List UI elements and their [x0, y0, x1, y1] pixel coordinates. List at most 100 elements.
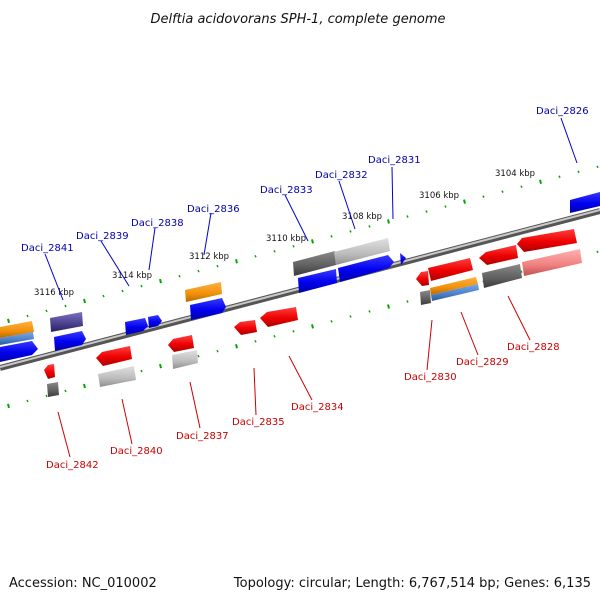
gene-label-daci-2826[interactable]: Daci_2826 [536, 106, 589, 117]
forward-strand-tick [558, 175, 561, 179]
forward-strand-tick [349, 230, 352, 233]
gene-label-daci-2840[interactable]: Daci_2840 [110, 446, 163, 457]
forward-strand-tick [235, 259, 238, 264]
gene-label-daci-2833[interactable]: Daci_2833 [260, 185, 313, 196]
kbp-marker-3106: 3106 kbp [419, 191, 459, 201]
orf-arrow-orange-left[interactable] [0, 321, 34, 338]
forward-strand-tick [577, 170, 580, 174]
forward-strand-tick [311, 239, 314, 244]
gene-arrow-daci-2841[interactable] [0, 341, 38, 362]
gene-arrow-daci-2836[interactable] [190, 298, 226, 320]
orf-arrow-light-gray-mid[interactable] [172, 350, 198, 369]
reverse-strand-tick [349, 315, 352, 318]
orf-arrow-orange-right[interactable] [430, 277, 478, 295]
reverse-strand-tick [140, 369, 143, 373]
orf-arrow-purple[interactable] [50, 312, 83, 332]
orf-arrow-light-gray[interactable] [334, 238, 390, 265]
gene-label-daci-2831[interactable]: Daci_2831 [368, 155, 421, 166]
orf-arrow-pink-right[interactable] [522, 249, 582, 276]
forward-strand-tick [254, 254, 257, 258]
orf-arrow-gray-small[interactable] [420, 290, 431, 305]
reverse-strand-tick [7, 403, 10, 409]
forward-strand-tick [102, 294, 105, 298]
reverse-strand-tick [64, 389, 67, 393]
gene-arrow-daci-2826[interactable] [570, 192, 600, 213]
gene-label-daci-2830[interactable]: Daci_2830 [404, 372, 457, 383]
gene-arrow-daci-2840[interactable] [96, 346, 132, 366]
orf-arrow-gray-right[interactable] [482, 264, 522, 288]
reverse-strand-tick [235, 344, 238, 349]
gene-arrow-daci-2831[interactable] [400, 253, 406, 265]
gene-label-daci-2836[interactable]: Daci_2836 [187, 204, 240, 215]
gene-arrow-daci-2830[interactable] [428, 258, 473, 281]
label-leaders [44, 117, 578, 458]
orf-arrow-gray-left[interactable] [47, 382, 59, 397]
orf-arrow-gray[interactable] [293, 251, 336, 276]
reverse-strand-tick [45, 394, 48, 398]
orf-arrow-steel-right[interactable] [431, 284, 479, 301]
orf-arrow-light-gray-left[interactable] [98, 366, 136, 387]
forward-strand-tick [216, 264, 219, 268]
forward-strand-tick [26, 314, 29, 318]
gene-arrow-daci-2837[interactable] [168, 335, 194, 352]
forward-strand-tick [501, 190, 504, 193]
gene-label-daci-2837[interactable]: Daci_2837 [176, 431, 229, 442]
gene-arrow-daci-2834[interactable] [260, 307, 298, 327]
forward-strand-tick [140, 284, 143, 288]
gene-arrow-daci-2839[interactable] [54, 331, 86, 351]
forward-strand-tick [64, 304, 67, 308]
forward-strand-ticks [7, 165, 599, 324]
forward-strand-tick [368, 225, 371, 228]
map-title: Delftia acidovorans SPH-1, complete geno… [150, 12, 445, 27]
kbp-marker-3116: 3116 kbp [34, 288, 74, 298]
gene-label-daci-2839[interactable]: Daci_2839 [76, 231, 129, 242]
reverse-strand-tick [197, 354, 200, 358]
gene-arrow-daci-2829[interactable] [479, 245, 518, 265]
reverse-strand-tick [330, 320, 333, 323]
forward-strand-tick [330, 235, 333, 238]
reverse-strand-tick [387, 304, 390, 309]
gene-arrow-daci-2838-head[interactable] [148, 315, 162, 328]
forward-strand-tick [444, 205, 447, 208]
forward-strand-tick [197, 269, 200, 273]
reverse-strand-tick [520, 270, 523, 274]
orf-arrow-steel-left[interactable] [0, 332, 34, 345]
forward-strand-tick [273, 249, 276, 253]
gene-labels: Daci_2826 Daci_2828 Daci_2829 Daci_2830 … [21, 106, 589, 471]
gene-label-daci-2828[interactable]: Daci_2828 [507, 342, 560, 353]
forward-strand-tick [406, 215, 409, 218]
forward-strand-tick [463, 199, 466, 204]
gene-label-daci-2834[interactable]: Daci_2834 [291, 402, 344, 413]
gene-label-daci-2841[interactable]: Daci_2841 [21, 243, 74, 254]
forward-strand-tick [83, 298, 86, 304]
forward-strand-tick [178, 274, 181, 278]
reverse-strand-tick [216, 349, 219, 353]
kbp-marker-3108: 3108 kbp [342, 212, 382, 222]
reverse-strand-tick [83, 383, 86, 389]
orf-arrow-orange-mid[interactable] [185, 282, 222, 302]
forward-strand-tick [292, 244, 295, 248]
gene-arrow-daci-2835[interactable] [234, 320, 257, 335]
reverse-strand-tick [254, 339, 257, 343]
gene-arrow-daci-2842[interactable] [44, 364, 55, 379]
gene-label-daci-2835[interactable]: Daci_2835 [232, 417, 285, 428]
reverse-strand-tick [159, 363, 162, 369]
gene-arrow-daci-2830-head[interactable] [416, 271, 429, 286]
reverse-strand-tick [596, 250, 599, 254]
gene-label-daci-2832[interactable]: Daci_2832 [315, 170, 368, 181]
gene-label-daci-2838[interactable]: Daci_2838 [131, 218, 184, 229]
forward-strand-tick [596, 165, 599, 169]
genome-summary-text: Topology: circular; Length: 6,767,514 bp… [233, 576, 591, 591]
gene-label-daci-2842[interactable]: Daci_2842 [46, 460, 99, 471]
reverse-strand-tick [292, 329, 295, 333]
forward-strand-tick [482, 195, 485, 198]
gene-arrow-daci-2838[interactable] [125, 318, 148, 335]
kbp-marker-3112: 3112 kbp [189, 252, 229, 262]
forward-strand-tick [7, 318, 10, 324]
gene-arrow-daci-2832[interactable] [338, 255, 394, 282]
gene-arrow-daci-2833[interactable] [298, 269, 337, 293]
kbp-marker-3104: 3104 kbp [495, 169, 535, 179]
gene-arrow-daci-2828[interactable] [517, 229, 577, 252]
gene-label-daci-2829[interactable]: Daci_2829 [456, 357, 509, 368]
